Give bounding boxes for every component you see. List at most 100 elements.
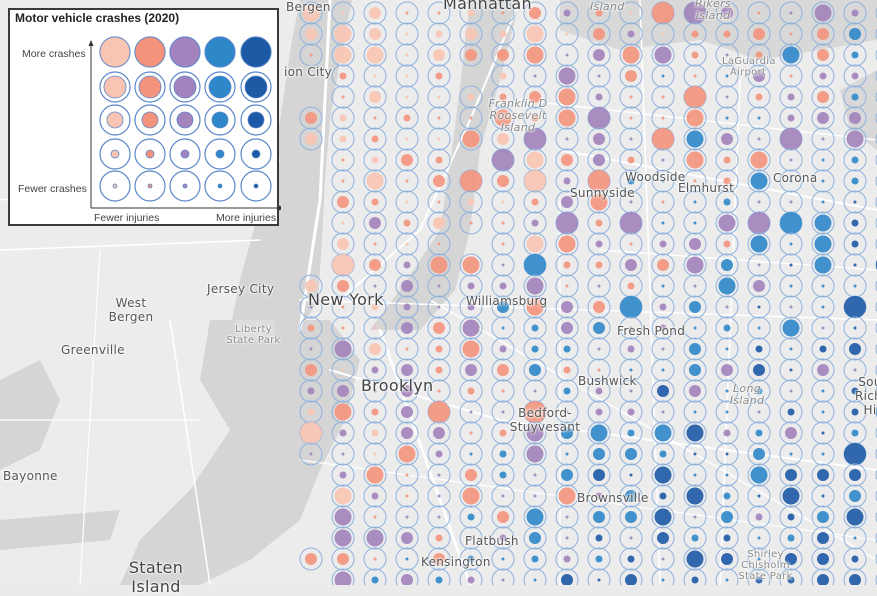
crash-dot[interactable] xyxy=(565,32,569,36)
crash-dot[interactable] xyxy=(851,156,859,164)
crash-dot[interactable] xyxy=(526,508,544,526)
crash-dot[interactable] xyxy=(629,200,633,204)
crash-dot[interactable] xyxy=(851,429,859,437)
crash-dot[interactable] xyxy=(622,46,640,64)
crash-dot[interactable] xyxy=(620,296,642,318)
crash-dot[interactable] xyxy=(337,553,349,565)
crash-dot[interactable] xyxy=(462,487,480,505)
crash-dot[interactable] xyxy=(499,429,507,437)
crash-dot[interactable] xyxy=(627,429,635,437)
crash-dot[interactable] xyxy=(405,53,409,57)
crash-dot[interactable] xyxy=(533,74,537,78)
crash-dot[interactable] xyxy=(814,256,832,274)
crash-dot[interactable] xyxy=(433,175,445,187)
crash-dot[interactable] xyxy=(757,557,761,561)
crash-dot[interactable] xyxy=(789,179,793,183)
crash-dot[interactable] xyxy=(785,469,797,481)
crash-dot[interactable] xyxy=(661,200,665,204)
crash-dot[interactable] xyxy=(750,235,768,253)
crash-dot[interactable] xyxy=(529,532,541,544)
crash-dot[interactable] xyxy=(689,385,701,397)
crash-dot[interactable] xyxy=(526,151,544,169)
crash-dot[interactable] xyxy=(524,401,546,423)
crash-dot[interactable] xyxy=(561,427,573,439)
crash-dot[interactable] xyxy=(501,389,505,393)
crash-dot[interactable] xyxy=(625,490,637,502)
crash-dot[interactable] xyxy=(526,445,544,463)
crash-dot[interactable] xyxy=(305,112,317,124)
crash-dot[interactable] xyxy=(693,74,697,78)
crash-dot[interactable] xyxy=(659,450,667,458)
crash-dot[interactable] xyxy=(467,303,475,311)
crash-dot[interactable] xyxy=(595,9,603,17)
crash-dot[interactable] xyxy=(531,345,539,353)
crash-dot[interactable] xyxy=(373,389,377,393)
crash-dot[interactable] xyxy=(627,282,635,290)
crash-dot[interactable] xyxy=(814,235,832,253)
crash-dot[interactable] xyxy=(629,326,633,330)
crash-dot[interactable] xyxy=(691,51,699,59)
crash-dot[interactable] xyxy=(849,490,861,502)
crash-dot[interactable] xyxy=(821,494,825,498)
crash-dot[interactable] xyxy=(467,576,475,584)
crash-dot[interactable] xyxy=(462,340,480,358)
crash-dot[interactable] xyxy=(723,429,731,437)
crash-dot[interactable] xyxy=(492,149,514,171)
crash-dot[interactable] xyxy=(369,343,381,355)
crash-dot[interactable] xyxy=(853,263,857,267)
crash-dot[interactable] xyxy=(373,116,377,120)
crash-dot[interactable] xyxy=(341,179,345,183)
crash-dot[interactable] xyxy=(718,214,736,232)
crash-dot[interactable] xyxy=(558,235,576,253)
crash-dot[interactable] xyxy=(499,30,507,38)
crash-dot[interactable] xyxy=(558,88,576,106)
crash-dot[interactable] xyxy=(821,200,825,204)
crash-dot[interactable] xyxy=(755,51,763,59)
crash-dot[interactable] xyxy=(433,217,445,229)
crash-dot[interactable] xyxy=(405,32,409,36)
crash-dot[interactable] xyxy=(309,452,313,456)
crash-dot[interactable] xyxy=(593,511,605,523)
crash-dot[interactable] xyxy=(437,242,441,246)
crash-dot[interactable] xyxy=(817,553,829,565)
crash-dot[interactable] xyxy=(691,534,699,542)
crash-dot[interactable] xyxy=(467,9,475,17)
crash-dot[interactable] xyxy=(561,154,573,166)
crash-dot[interactable] xyxy=(590,193,608,211)
crash-dot[interactable] xyxy=(684,2,706,24)
crash-dot[interactable] xyxy=(501,200,505,204)
crash-dot[interactable] xyxy=(499,93,507,101)
crash-dot[interactable] xyxy=(684,86,706,108)
crash-dot[interactable] xyxy=(462,130,480,148)
crash-dot[interactable] xyxy=(561,301,573,313)
crash-dot[interactable] xyxy=(686,109,704,127)
crash-dot[interactable] xyxy=(405,95,409,99)
crash-dot[interactable] xyxy=(428,401,450,423)
crash-dot[interactable] xyxy=(657,259,669,271)
crash-dot[interactable] xyxy=(437,116,441,120)
crash-dot[interactable] xyxy=(563,9,571,17)
crash-dot[interactable] xyxy=(401,427,413,439)
crash-dot[interactable] xyxy=(593,448,605,460)
crash-dot[interactable] xyxy=(501,494,505,498)
crash-dot[interactable] xyxy=(556,212,578,234)
crash-dot[interactable] xyxy=(629,389,633,393)
crash-dot[interactable] xyxy=(371,198,379,206)
crash-dot[interactable] xyxy=(661,410,665,414)
crash-dot[interactable] xyxy=(462,256,480,274)
crash-dot[interactable] xyxy=(558,487,576,505)
crash-dot[interactable] xyxy=(659,240,667,248)
crash-dot[interactable] xyxy=(467,282,475,290)
crash-dot[interactable] xyxy=(369,7,381,19)
crash-dot[interactable] xyxy=(467,198,475,206)
crash-dot[interactable] xyxy=(558,67,576,85)
crash-dot[interactable] xyxy=(629,11,633,15)
crash-dot[interactable] xyxy=(686,151,704,169)
crash-dot[interactable] xyxy=(723,177,731,185)
crash-dot[interactable] xyxy=(531,219,539,227)
crash-dot[interactable] xyxy=(366,172,384,190)
crash-dot[interactable] xyxy=(501,326,505,330)
crash-dot[interactable] xyxy=(405,137,409,141)
crash-dot[interactable] xyxy=(661,32,665,36)
crash-dot[interactable] xyxy=(595,408,603,416)
